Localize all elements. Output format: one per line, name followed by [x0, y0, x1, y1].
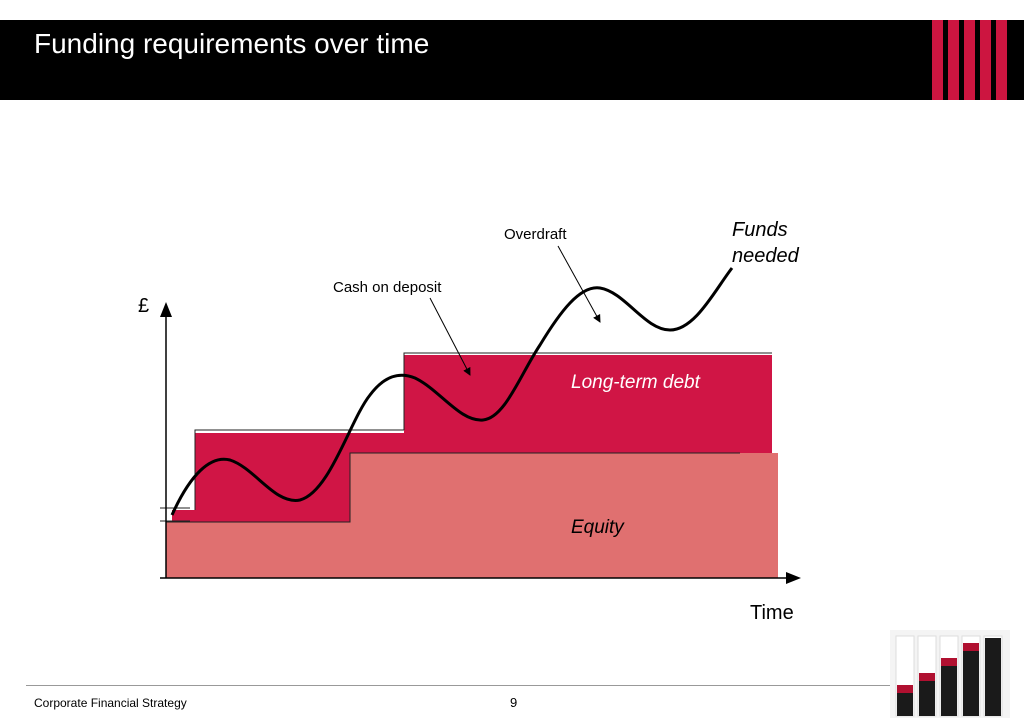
funds-needed-label-line2: needed — [732, 245, 800, 267]
equity-outline — [166, 452, 740, 523]
y-axis-label: £ — [138, 295, 149, 317]
slide-title: Funding requirements over time — [34, 28, 430, 59]
long-term-debt-label: Long-term debt — [571, 372, 701, 393]
x-axis-label: Time — [750, 602, 794, 624]
cash-on-deposit-label: Cash on deposit — [333, 279, 442, 296]
stacked-stones-jars-image — [890, 630, 1010, 718]
footer-text: Corporate Financial Strategy — [34, 696, 187, 710]
funds-needed-curve — [170, 267, 734, 516]
page-number: 9 — [510, 695, 518, 710]
brand-stripes-icon — [932, 20, 1007, 100]
equity-label: Equity — [571, 517, 625, 538]
debt-outline — [194, 352, 772, 510]
overdraft-label: Overdraft — [504, 226, 567, 243]
overdraft-pointer — [557, 245, 601, 323]
funds-needed-label: Funds — [732, 219, 788, 241]
cash-on-deposit-pointer — [429, 297, 471, 376]
equity-area — [166, 453, 778, 578]
footer-rule — [26, 685, 896, 686]
header-bar — [0, 20, 1024, 100]
